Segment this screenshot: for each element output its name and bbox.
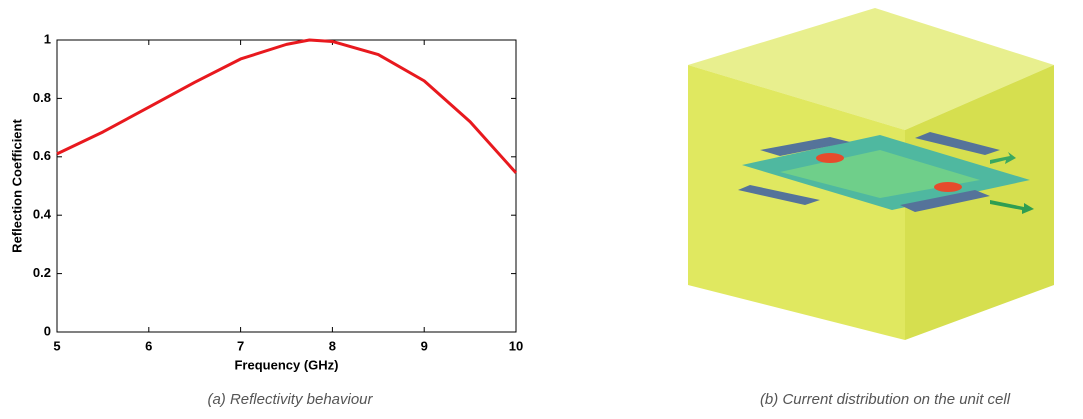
y-tick-label: 0.2 — [33, 265, 51, 280]
caption: (b) Current distribution on the unit cel… — [760, 391, 1011, 408]
y-tick-label: 0.8 — [33, 90, 51, 105]
plot-frame — [57, 40, 516, 332]
x-tick-label: 6 — [145, 338, 152, 353]
caption: (a) Reflectivity behaviour — [207, 391, 373, 408]
y-tick-label: 1 — [44, 31, 51, 46]
x-tick-label: 5 — [53, 338, 60, 353]
figure: Frequency (GHz) Reflection Coefficient (… — [0, 0, 1083, 414]
y-axis-label: Reflection Coefficient — [9, 119, 24, 253]
x-tick-label: 7 — [237, 338, 244, 353]
y-tick-label: 0.4 — [33, 207, 52, 222]
y-tick-label: 0.6 — [33, 148, 51, 163]
x-tick-label: 8 — [329, 338, 336, 353]
x-tick-label: 10 — [509, 338, 523, 353]
unit-cell-render — [688, 8, 1054, 340]
y-tick-label: 0 — [44, 323, 51, 338]
x-axis-label: Frequency (GHz) — [234, 357, 338, 372]
line — [57, 40, 516, 173]
x-tick-label: 9 — [421, 338, 428, 353]
